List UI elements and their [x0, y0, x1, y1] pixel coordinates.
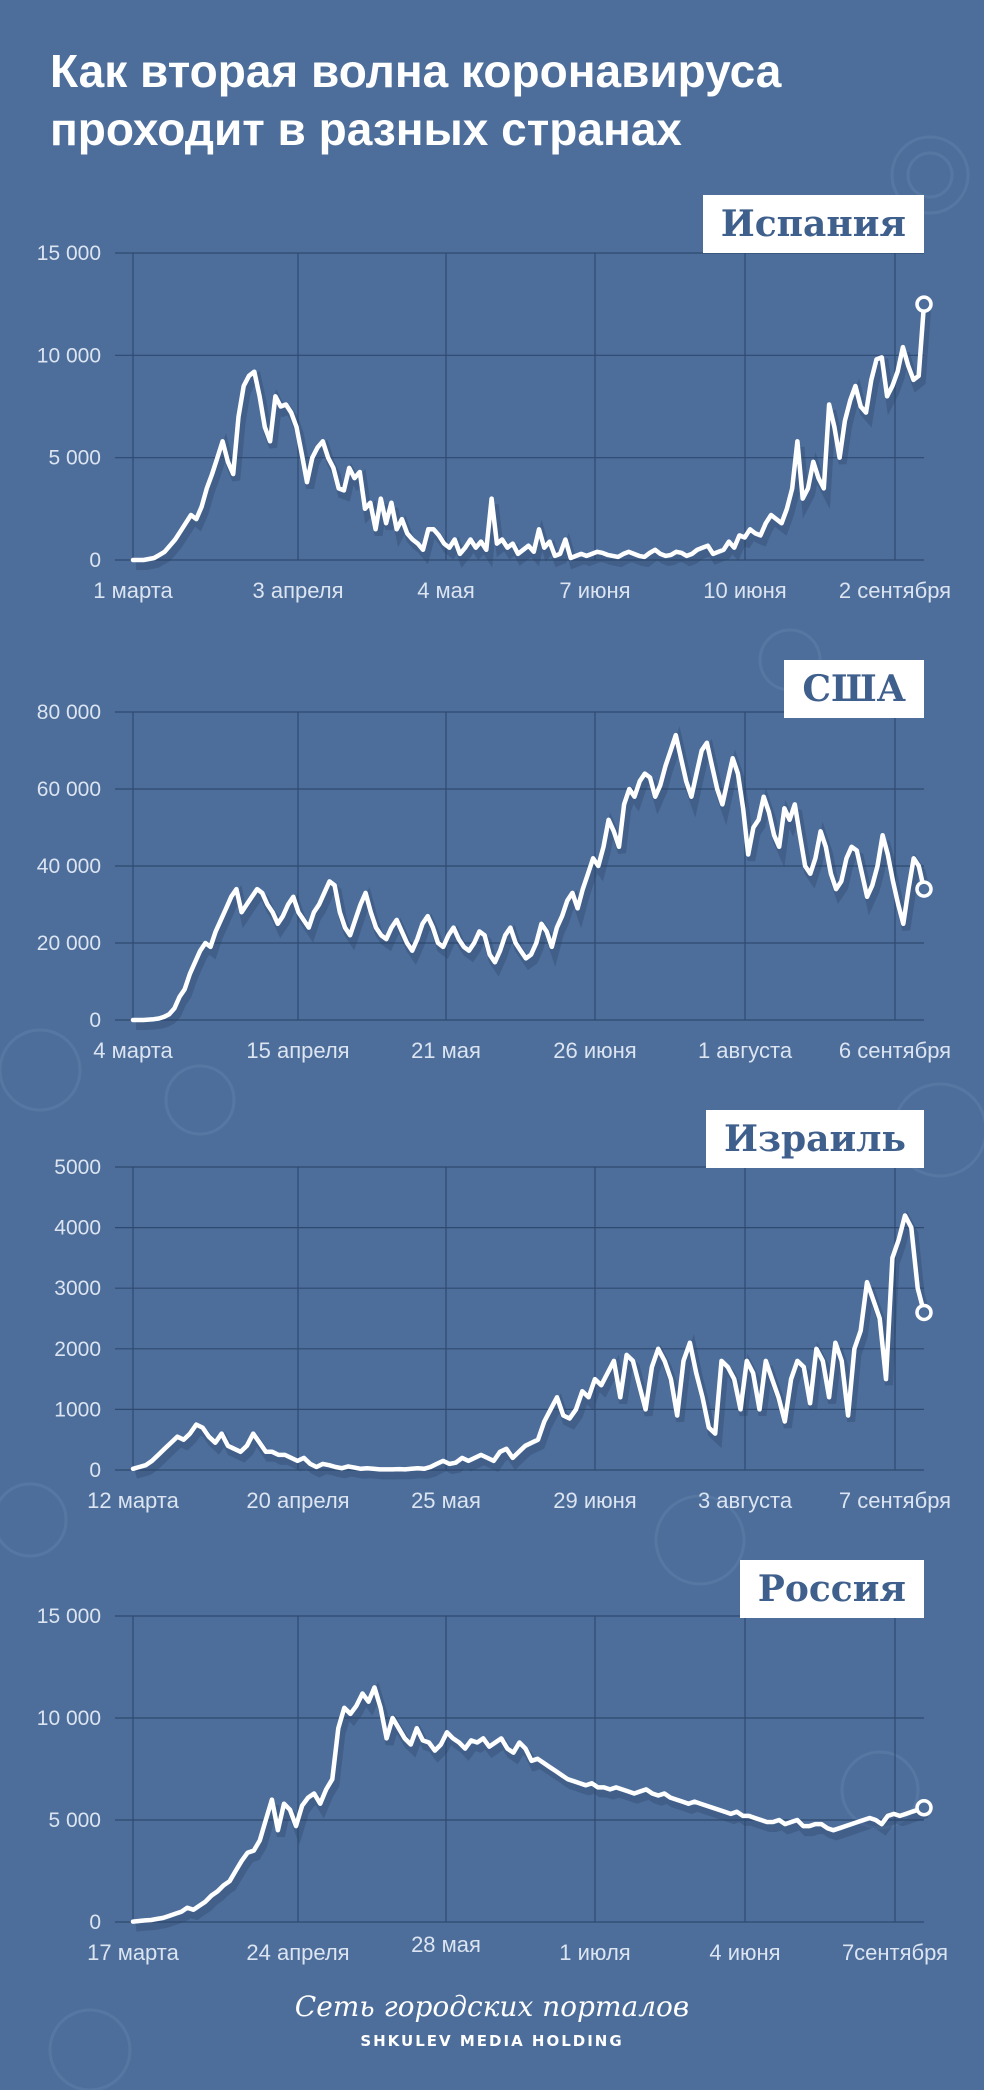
- country-label-spain: Испания: [702, 195, 924, 253]
- y-tick-label: 2000: [54, 1338, 101, 1361]
- x-tick-label: 21 мая: [411, 1038, 481, 1063]
- y-tick-label: 0: [89, 1009, 101, 1032]
- y-tick-label: 40 000: [37, 855, 101, 878]
- x-tick-label: 15 апреля: [246, 1038, 349, 1063]
- x-tick-label: 6 сентября: [839, 1038, 951, 1063]
- x-tick-label: 7 сентября: [839, 1488, 951, 1513]
- y-tick-label: 20 000: [37, 932, 101, 955]
- chart-spain: Испания 15 000 10 000 5 000 0 1 марта 3 апрел…: [0, 195, 984, 625]
- x-tick-label: 24 апреля: [246, 1940, 349, 1965]
- title-line-1: Как вторая волна коронавируса: [50, 45, 782, 97]
- x-tick-label: 4 мая: [417, 578, 475, 603]
- country-label-russia: Россия: [739, 1560, 924, 1618]
- y-tick-label: 60 000: [37, 778, 101, 801]
- y-tick-label: 15 000: [37, 1605, 101, 1628]
- chart-usa-plot: 80 000 60 000 40 000 20 000 0 4 марта 15 апрел…: [37, 701, 951, 1063]
- country-label-usa: США: [784, 660, 924, 718]
- chart-spain-plot: 15 000 10 000 5 000 0 1 марта 3 апреля 4 мая 7 …: [37, 242, 951, 603]
- end-point-marker: [915, 295, 933, 313]
- x-tick-label: 7 июня: [559, 578, 630, 603]
- series-line-usa: [130, 732, 927, 1023]
- y-tick-label: 1000: [54, 1398, 101, 1421]
- country-label-israel: Израиль: [705, 1110, 924, 1168]
- y-tick-label: 0: [89, 1459, 101, 1482]
- chart-usa: США 80 000 60 000 40 000 20 000 0 4 марта 15 а…: [0, 660, 984, 1080]
- y-tick-label: 5 000: [48, 447, 101, 470]
- x-tick-label: 25 мая: [411, 1488, 481, 1513]
- x-tick-label: 1 марта: [93, 578, 173, 603]
- page-title: Как вторая волна коронавируса проходит в…: [50, 42, 781, 158]
- x-tick-label: 7сентября: [842, 1940, 948, 1965]
- y-tick-label: 4000: [54, 1217, 101, 1240]
- y-tick-label: 15 000: [37, 242, 101, 265]
- x-tick-label: 1 июля: [559, 1940, 630, 1965]
- x-tick-label: 2 сентября: [839, 578, 951, 603]
- y-tick-label: 10 000: [37, 1707, 101, 1730]
- series-line-shadow-usa: [136, 726, 931, 1030]
- y-tick-label: 0: [89, 549, 101, 572]
- x-tick-label: 20 апреля: [246, 1488, 349, 1513]
- chart-israel-plot: 5000 4000 3000 2000 1000 0 12 марта 20 апреля 25…: [54, 1156, 951, 1513]
- series-line-spain: [130, 301, 927, 563]
- chart-russia-plot: 15 000 10 000 5 000 0 17 марта 24 апреля 28 ма…: [37, 1605, 948, 1965]
- series-line-shadow-russia: [135, 1681, 929, 1932]
- footer-holding-name: SHKULEV MEDIA HOLDING: [360, 2032, 624, 2050]
- y-tick-label: 3000: [54, 1277, 101, 1300]
- x-tick-label: 4 июня: [709, 1940, 780, 1965]
- x-tick-label: 3 апреля: [253, 578, 344, 603]
- x-tick-label: 29 июня: [553, 1488, 636, 1513]
- series-line-russia: [130, 1685, 927, 1924]
- y-tick-label: 80 000: [37, 701, 101, 724]
- x-tick-label: 12 марта: [87, 1488, 180, 1513]
- title-line-2: проходит в разных странах: [50, 103, 682, 155]
- y-tick-label: 5000: [54, 1156, 101, 1179]
- x-tick-label: 28 мая: [411, 1932, 481, 1957]
- x-tick-label: 1 августа: [698, 1038, 793, 1063]
- x-tick-label: 4 марта: [93, 1038, 173, 1063]
- y-tick-label: 5 000: [48, 1809, 101, 1832]
- x-tick-label: 26 июня: [553, 1038, 636, 1063]
- chart-israel: Израиль 5000 4000 3000 2000 1000 0 12 марта 20 …: [0, 1110, 984, 1530]
- series-line-israel: [130, 1213, 927, 1472]
- y-tick-label: 10 000: [37, 344, 101, 367]
- x-tick-label: 10 июня: [703, 578, 786, 603]
- end-point-marker: [915, 1799, 933, 1817]
- chart-russia: Россия 15 000 10 000 5 000 0 17 марта 24 апре…: [0, 1560, 984, 1980]
- x-tick-label: 3 августа: [698, 1488, 793, 1513]
- series-line-shadow-spain: [136, 309, 931, 570]
- footer-portal-name: Сеть городских порталов: [294, 1990, 690, 2023]
- y-tick-label: 0: [89, 1911, 101, 1934]
- end-point-marker: [915, 1303, 933, 1322]
- end-point-marker: [915, 880, 933, 898]
- series-line-shadow-israel: [134, 1210, 931, 1480]
- x-tick-label: 17 марта: [87, 1940, 180, 1965]
